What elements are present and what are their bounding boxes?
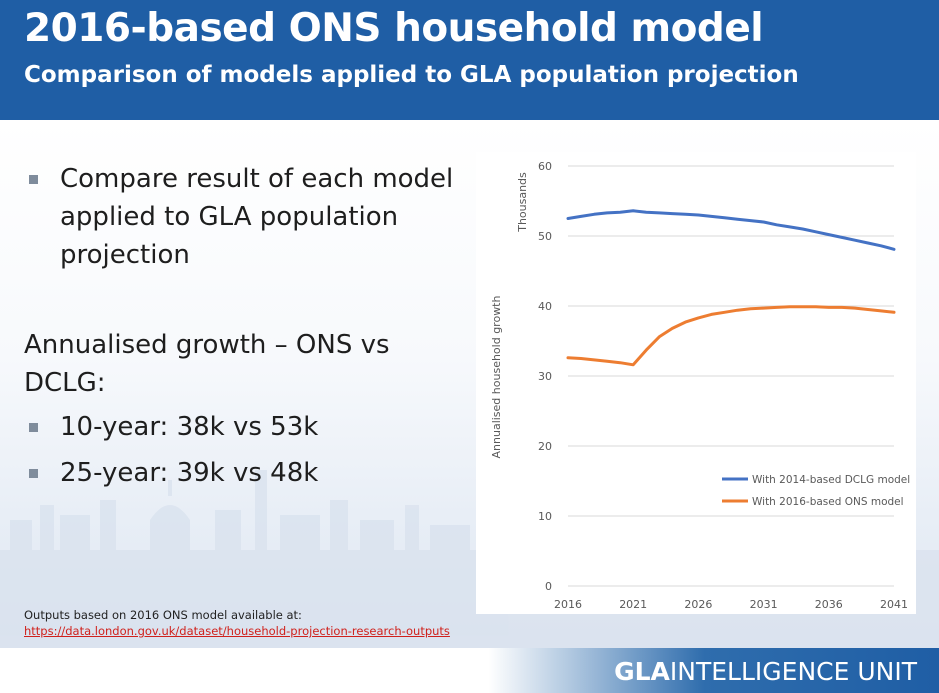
chart-series [566, 209, 896, 367]
brand-logo: GLAINTELLIGENCE UNIT [614, 657, 917, 686]
y-tick-label: 20 [538, 440, 552, 453]
x-tick-label: 2016 [554, 598, 582, 611]
chart-panel: 0 10 20 30 40 50 60 2016 2021 2026 2031 2036 2041 T… [476, 152, 916, 614]
x-tick-label: 2026 [684, 598, 712, 611]
bullet-panel: Compare result of each model applied to … [24, 160, 464, 500]
x-tick-label: 2036 [815, 598, 843, 611]
bullet-text: 10-year: 38k vs 53k [60, 412, 319, 442]
line-chart: 0 10 20 30 40 50 60 2016 2021 2026 2031 2036 2041 T… [490, 160, 910, 611]
header-band: 2016-based ONS household model Compariso… [0, 0, 939, 120]
bullet-item: 10-year: 38k vs 53k [24, 408, 464, 446]
footer-band: GLAINTELLIGENCE UNIT [0, 648, 939, 693]
page-subtitle: Comparison of models applied to GLA popu… [24, 62, 799, 88]
source-link[interactable]: https://data.london.gov.uk/dataset/house… [24, 624, 450, 638]
y-axis-label: Annualised household growth [490, 296, 503, 459]
y-tick-labels: 0 10 20 30 40 50 60 [538, 160, 552, 593]
y-tick-label: 30 [538, 370, 552, 383]
chart-grid [568, 165, 894, 587]
chart-legend: With 2014-based DCLG model With 2016-base… [722, 474, 910, 508]
source-note: Outputs based on 2016 ONS model availabl… [24, 607, 450, 639]
units-label: Thousands [516, 172, 529, 233]
brand-bold: GLA [614, 657, 670, 686]
y-tick-label: 60 [538, 160, 552, 173]
growth-heading: Annualised growth – ONS vs DCLG: [24, 330, 390, 398]
y-tick-label: 40 [538, 300, 552, 313]
page-title: 2016-based ONS household model [24, 6, 764, 51]
legend-label: With 2016-based ONS model [752, 496, 904, 508]
x-tick-labels: 2016 2021 2026 2031 2036 2041 [554, 598, 908, 611]
series-line-dclg [566, 209, 896, 251]
x-tick-label: 2041 [880, 598, 908, 611]
legend-label: With 2014-based DCLG model [752, 474, 910, 486]
bullet-item: 25-year: 39k vs 48k [24, 454, 464, 492]
bullet-square-icon [29, 175, 38, 184]
brand-rest: INTELLIGENCE UNIT [669, 657, 917, 686]
y-tick-label: 50 [538, 230, 552, 243]
source-text: Outputs based on 2016 ONS model availabl… [24, 608, 302, 622]
bullet-square-icon [29, 469, 38, 478]
bullet-text: 25-year: 39k vs 48k [60, 458, 319, 488]
x-tick-label: 2021 [619, 598, 647, 611]
bullet-square-icon [29, 423, 38, 432]
x-tick-label: 2031 [750, 598, 778, 611]
series-line-ons [566, 305, 896, 367]
y-tick-label: 10 [538, 510, 552, 523]
bullet-item: Compare result of each model applied to … [24, 160, 464, 274]
y-tick-label: 0 [545, 580, 552, 593]
bullet-text: Compare result of each model applied to … [60, 164, 454, 270]
